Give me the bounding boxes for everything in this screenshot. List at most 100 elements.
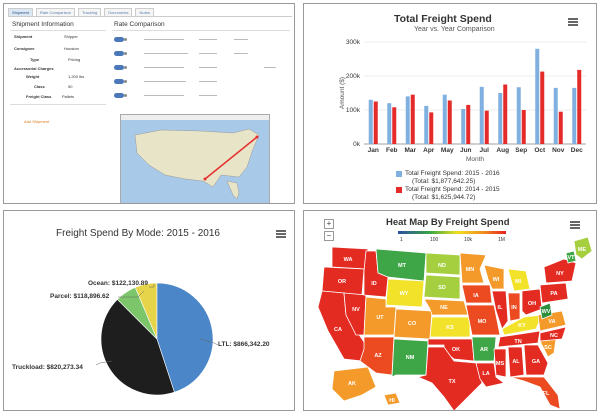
bar [392, 107, 397, 144]
state-label: NY [556, 271, 564, 277]
state-label: NC [550, 333, 558, 339]
bar [498, 93, 503, 144]
x-tick-label: Sep [515, 147, 527, 154]
add-shipment-link[interactable]: Add Shipment [24, 119, 50, 124]
x-tick-label: Jul [480, 147, 490, 154]
chart-title: Freight Spend By Mode: 2015 - 2016 [56, 228, 220, 239]
shipment-panel: Shipment Rate Comparison Tracking Docume… [3, 3, 295, 204]
bar [540, 71, 545, 144]
state-ms [493, 348, 507, 378]
state-label: KS [446, 325, 454, 331]
carrier-logo-icon [114, 51, 127, 56]
state-label: MO [478, 319, 488, 325]
state-label: GA [532, 359, 540, 365]
y-tick-label: 0k [353, 141, 361, 148]
bar [373, 101, 378, 144]
bar [405, 96, 410, 144]
map-header-bar [121, 115, 269, 120]
bar [516, 87, 521, 144]
state-il [491, 290, 509, 330]
pie-label-ltl: LTL: $866,342.20 [218, 341, 270, 348]
chart-title: Total Freight Spend [394, 13, 492, 25]
chart-menu-icon[interactable] [568, 18, 578, 26]
rate-text-line [199, 39, 217, 40]
bar [429, 112, 434, 144]
field-label: Weight [26, 74, 40, 79]
zoom-in-button[interactable]: + [324, 219, 334, 229]
state-label: CO [408, 321, 417, 327]
bar [558, 111, 563, 144]
rate-row[interactable] [114, 78, 286, 87]
y-axis-label: Amount ($) [339, 77, 346, 109]
freight-mode-pie-chart [95, 282, 219, 396]
state-label: CA [334, 327, 342, 333]
chart-menu-icon[interactable] [276, 230, 286, 238]
state-mn [459, 252, 487, 284]
carrier-logo-icon [114, 37, 127, 42]
carrier-logo-icon [114, 79, 127, 84]
state-ar [471, 336, 497, 362]
heat-scale-label: 1 [400, 237, 403, 243]
chart-menu-icon[interactable] [570, 221, 580, 229]
state-fl [509, 376, 561, 410]
state-label: OK [452, 347, 460, 353]
x-tick-label: Feb [386, 147, 398, 154]
state-label: IL [498, 305, 504, 311]
legend-swatch-2015 [396, 171, 402, 177]
state-label: NM [406, 355, 415, 361]
pie-connector [149, 284, 155, 288]
rate-text-line [144, 53, 188, 54]
rate-row[interactable] [114, 92, 286, 101]
us-route-map-graphic [134, 128, 260, 200]
rate-text-line [199, 67, 217, 68]
field-label: Freight Class [26, 94, 52, 99]
rate-comparison-title: Rate Comparison [114, 21, 165, 28]
state-label: ME [578, 247, 587, 253]
tabs-divider [8, 16, 292, 17]
x-tick-label: Aug [496, 147, 509, 154]
chart-subtitle: Year vs. Year Comparison [414, 26, 495, 33]
rate-row[interactable] [114, 36, 286, 45]
bar [442, 94, 447, 144]
state-ut [363, 296, 397, 336]
state-label: MT [398, 263, 407, 269]
y-tick-label: 300k [346, 39, 361, 46]
state-label: SD [438, 285, 446, 291]
freight-spend-panel: Total Freight Spend Year vs. Year Compar… [303, 3, 597, 204]
y-tick-label: 200k [346, 73, 361, 80]
field-label: Consignee [14, 46, 35, 51]
zoom-out-button[interactable]: − [324, 231, 334, 241]
state-label: AR [480, 347, 488, 353]
rate-row[interactable] [114, 50, 286, 59]
state-label: MI [515, 279, 522, 285]
legend-label-2015[interactable]: Total Freight Spend: 2015 - 2016 [405, 170, 500, 177]
legend-total-2015: (Total: $1,877,642.25) [412, 178, 476, 185]
legend-total-2014: (Total: $1,625,944.72) [412, 194, 476, 201]
legend-label-2014[interactable]: Total Freight Spend: 2014 - 2015 [405, 186, 500, 193]
state-label: PA [550, 291, 557, 297]
heat-scale-bar [398, 231, 506, 234]
rate-text-line [144, 95, 184, 96]
state-label: LA [482, 371, 489, 377]
state-label: OH [528, 301, 536, 307]
x-axis-label: Month [466, 156, 484, 163]
state-label: VT [567, 255, 575, 261]
legend-swatch-2014 [396, 187, 402, 193]
rate-row[interactable] [114, 64, 286, 73]
state-mt [375, 248, 427, 282]
state-ga [523, 344, 549, 376]
state-wy [385, 278, 425, 308]
state-label: UT [376, 315, 384, 321]
x-tick-label: Jun [460, 147, 472, 154]
us-heat-map: WA OR CA NV ID MT WY UT AZ CO NM ND SD NE KS OK TX MN IA MO… [317, 236, 593, 410]
field-label: Class [34, 84, 45, 89]
field-label: Shipment [14, 34, 33, 39]
freight-mode-panel: Freight Spend By Mode: 2015 - 2016 LTL: … [3, 210, 295, 411]
pie-slice [156, 282, 214, 393]
bar [447, 100, 452, 144]
shipment-route-map[interactable] [120, 114, 270, 203]
rate-text-line [199, 53, 217, 54]
carrier-logo-icon [114, 93, 127, 98]
bar [553, 87, 558, 144]
bar [479, 86, 484, 144]
